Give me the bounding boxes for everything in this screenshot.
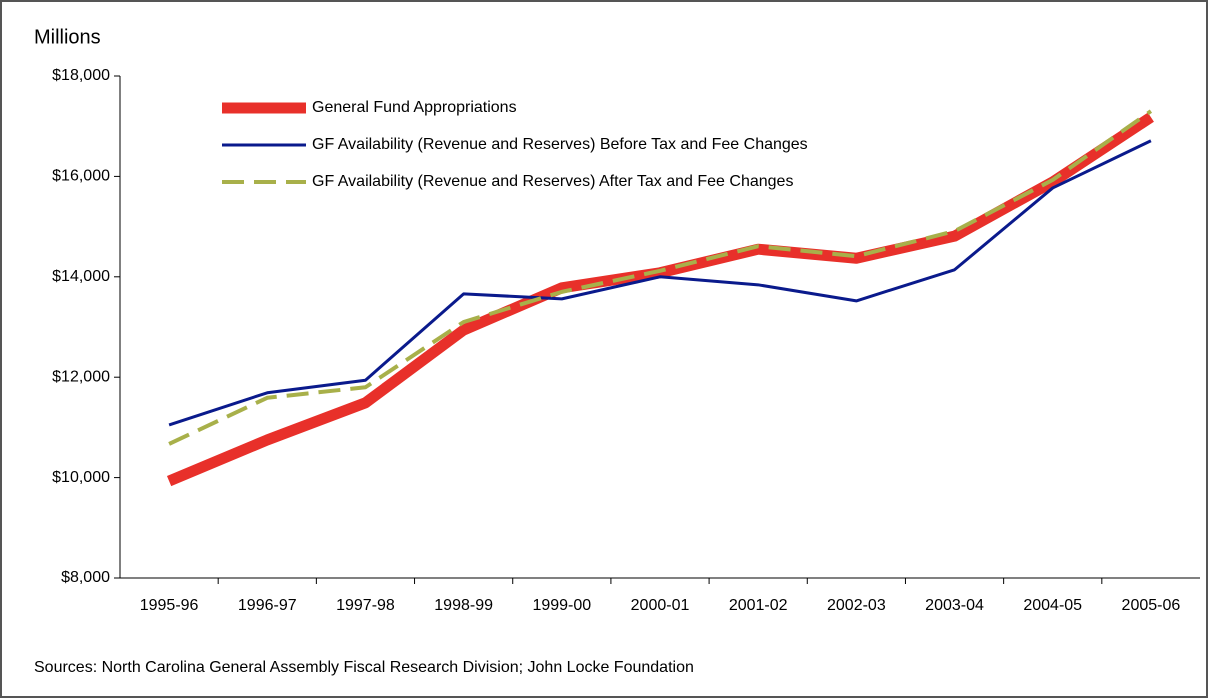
- series-line: [168, 109, 1153, 446]
- x-tick-label: 2000-01: [631, 597, 690, 614]
- y-tick-label: $16,000: [52, 168, 110, 185]
- y-tick-label: $14,000: [52, 268, 110, 285]
- x-tick-label: 2005-06: [1122, 597, 1181, 614]
- x-tick-label: 1997-98: [336, 597, 395, 614]
- y-tick-label: $8,000: [61, 569, 110, 586]
- x-tick-label: 2003-04: [925, 597, 984, 614]
- legend-label: General Fund Appropriations: [312, 99, 517, 116]
- x-tick-label: 1996-97: [238, 597, 297, 614]
- x-tick-label: 1998-99: [434, 597, 493, 614]
- legend-label: GF Availability (Revenue and Reserves) B…: [312, 136, 808, 153]
- x-tick-label: 2004-05: [1023, 597, 1082, 614]
- x-tick-label: 1999-00: [532, 597, 591, 614]
- x-tick-label: 1995-96: [140, 597, 199, 614]
- series-line: [168, 139, 1152, 427]
- source-note: Sources: North Carolina General Assembly…: [34, 659, 694, 676]
- y-tick-label: $10,000: [52, 469, 110, 486]
- y-axis-label: Millions: [34, 26, 101, 48]
- x-tick-label: 2002-03: [827, 597, 886, 614]
- legend-label: GF Availability (Revenue and Reserves) A…: [312, 173, 793, 190]
- x-tick-label: 2001-02: [729, 597, 788, 614]
- y-tick-label: $18,000: [52, 67, 110, 84]
- y-tick-label: $12,000: [52, 368, 110, 385]
